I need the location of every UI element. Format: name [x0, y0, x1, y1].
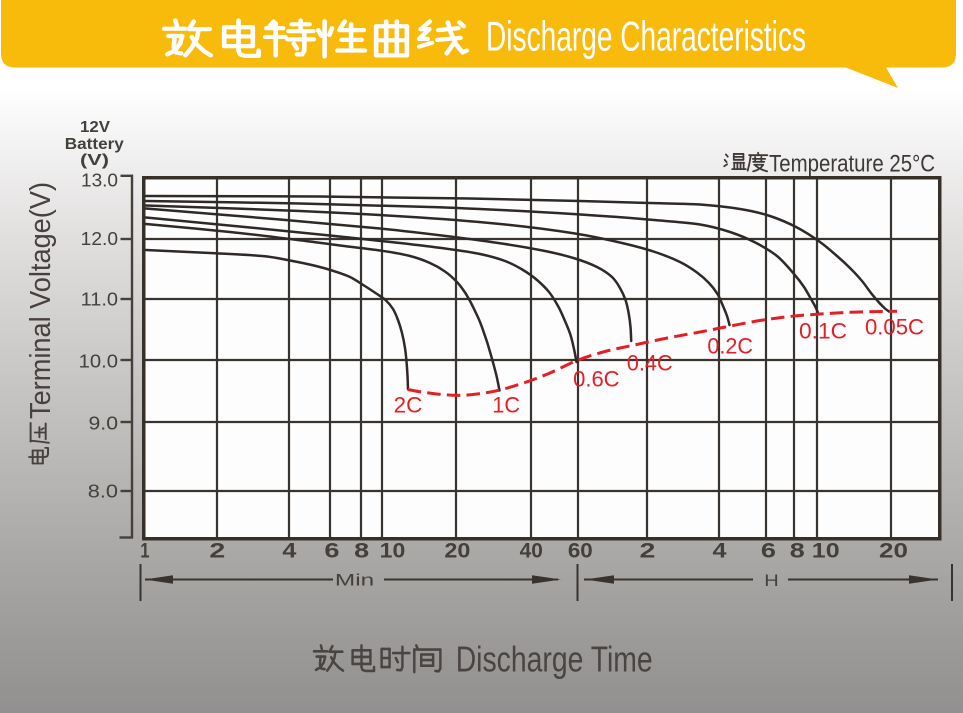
svg-text:2: 2 [640, 540, 656, 563]
svg-text:Battery: Battery [65, 136, 124, 153]
svg-text:4: 4 [282, 540, 296, 563]
svg-text:40: 40 [520, 540, 543, 563]
svg-text:0.6C: 0.6C [573, 366, 620, 391]
svg-text:6: 6 [324, 540, 339, 563]
svg-text:4: 4 [713, 540, 727, 563]
svg-text:13.0: 13.0 [81, 170, 118, 191]
svg-text:Terminal Voltage(V): Terminal Voltage(V) [25, 182, 57, 419]
svg-text:2C: 2C [394, 393, 423, 418]
svg-text:0.05C: 0.05C [865, 315, 924, 340]
svg-text:10: 10 [380, 540, 406, 563]
svg-text:20: 20 [879, 540, 908, 563]
svg-text:8: 8 [790, 540, 805, 563]
svg-text:H: H [764, 571, 779, 590]
svg-text:1C: 1C [492, 392, 520, 417]
svg-text:Discharge Characteristics: Discharge Characteristics [486, 13, 806, 60]
svg-text:Temperature 25°C: Temperature 25°C [769, 151, 935, 178]
svg-text:12V: 12V [80, 119, 111, 136]
svg-text:10: 10 [812, 540, 840, 563]
svg-text:0.4C: 0.4C [627, 351, 673, 376]
svg-text:12.0: 12.0 [81, 228, 118, 249]
svg-text:(V): (V) [80, 152, 109, 169]
svg-text:6: 6 [761, 540, 776, 563]
svg-text:8.0: 8.0 [88, 481, 118, 502]
svg-text:8: 8 [354, 540, 369, 563]
svg-text:10.0: 10.0 [79, 351, 118, 372]
svg-text:Min: Min [335, 571, 374, 590]
svg-text:0.1C: 0.1C [799, 319, 847, 344]
svg-text:1: 1 [140, 540, 150, 563]
svg-text:0.2C: 0.2C [707, 334, 753, 359]
svg-text:Discharge Time: Discharge Time [456, 639, 653, 680]
svg-text:20: 20 [444, 540, 470, 563]
svg-text:60: 60 [568, 540, 593, 563]
svg-text:2: 2 [209, 540, 225, 563]
svg-text:9.0: 9.0 [89, 413, 119, 434]
svg-text:11.0: 11.0 [81, 289, 118, 310]
